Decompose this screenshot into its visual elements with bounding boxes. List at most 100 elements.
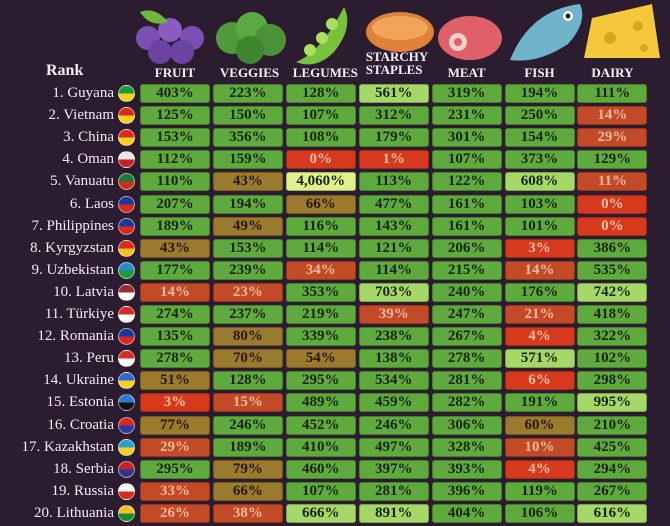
value-cell: 128% bbox=[285, 84, 356, 103]
value-cell: 459% bbox=[358, 393, 429, 413]
value-cell: 282% bbox=[431, 393, 502, 413]
value-cell: 0% bbox=[577, 216, 648, 236]
value-cell: 239% bbox=[212, 260, 283, 280]
value-cell: 49% bbox=[212, 216, 283, 236]
value-cell: 301% bbox=[431, 128, 502, 148]
value-cell: 246% bbox=[358, 415, 429, 435]
row-label: 18. Serbia bbox=[53, 460, 114, 477]
value-cell: 298% bbox=[577, 371, 648, 391]
value-cell: 114% bbox=[358, 260, 429, 280]
value-cell: 219% bbox=[285, 305, 356, 324]
value-cell: 742% bbox=[577, 282, 648, 302]
value-cell: 238% bbox=[358, 327, 429, 347]
value-cell: 666% bbox=[285, 503, 356, 523]
fish-icon bbox=[510, 4, 583, 61]
value-cell: 4% bbox=[504, 327, 575, 347]
value-cell: 189% bbox=[140, 216, 210, 236]
value-cell: 339% bbox=[285, 327, 356, 347]
value-cell: 54% bbox=[285, 349, 356, 369]
value-cell: 3% bbox=[504, 238, 575, 258]
value-cell: 33% bbox=[140, 481, 210, 501]
value-cell: 215% bbox=[431, 260, 502, 280]
value-cell: 112% bbox=[140, 150, 210, 170]
value-cell: 452% bbox=[285, 415, 356, 435]
flag-icon bbox=[118, 372, 135, 390]
value-cell: 4,060% bbox=[285, 172, 356, 192]
value-cell: 294% bbox=[577, 459, 648, 479]
value-cell: 328% bbox=[431, 437, 502, 457]
row-label: 8. Kyrgyzstan bbox=[30, 239, 114, 256]
value-cell: 210% bbox=[577, 415, 648, 435]
legumes-icon bbox=[296, 7, 348, 65]
value-cell: 29% bbox=[577, 128, 648, 148]
flag-icon bbox=[118, 85, 135, 102]
value-cell: 250% bbox=[504, 106, 575, 126]
value-cell: 14% bbox=[504, 260, 575, 280]
value-cell: 153% bbox=[140, 128, 210, 148]
row-label: 10. Latvia bbox=[53, 283, 114, 300]
value-cell: 281% bbox=[431, 371, 502, 391]
value-cell: 535% bbox=[577, 260, 648, 280]
value-cell: 51% bbox=[140, 371, 210, 391]
value-cell: 237% bbox=[212, 305, 283, 324]
value-cell: 21% bbox=[504, 305, 575, 324]
value-cell: 4% bbox=[504, 459, 575, 479]
value-cell: 353% bbox=[285, 282, 356, 302]
flag-icon bbox=[118, 394, 135, 412]
column-header: FISH bbox=[524, 65, 555, 80]
value-cell: 138% bbox=[358, 349, 429, 369]
value-cell: 14% bbox=[140, 282, 210, 302]
column-header: LEGUMES bbox=[292, 65, 358, 80]
row-label: 13. Peru bbox=[64, 350, 114, 367]
flag-icon bbox=[118, 482, 135, 500]
value-cell: 102% bbox=[577, 349, 648, 369]
value-cell: 223% bbox=[212, 84, 283, 103]
column-header: VEGGIES bbox=[219, 65, 280, 80]
value-cell: 177% bbox=[140, 260, 210, 280]
value-cell: 393% bbox=[431, 459, 502, 479]
value-cell: 176% bbox=[504, 282, 575, 302]
value-cell: 246% bbox=[212, 415, 283, 435]
flag-icon bbox=[118, 195, 135, 213]
value-cell: 11% bbox=[577, 172, 648, 192]
row-label: 7. Philippines bbox=[31, 217, 114, 234]
value-cell: 111% bbox=[577, 84, 648, 103]
value-cell: 489% bbox=[285, 393, 356, 413]
flag-icon bbox=[118, 173, 135, 191]
value-cell: 101% bbox=[504, 216, 575, 236]
flag-icon bbox=[118, 306, 135, 323]
value-cell: 995% bbox=[577, 393, 648, 413]
value-cell: 128% bbox=[212, 371, 283, 391]
row-label: 1. Guyana bbox=[52, 85, 114, 101]
value-cell: 79% bbox=[212, 459, 283, 479]
value-cell: 116% bbox=[285, 216, 356, 236]
value-cell: 121% bbox=[358, 238, 429, 258]
value-cell: 191% bbox=[504, 393, 575, 413]
flag-icon bbox=[118, 328, 135, 346]
value-cell: 154% bbox=[504, 128, 575, 148]
value-cell: 404% bbox=[431, 503, 502, 523]
value-cell: 312% bbox=[358, 106, 429, 126]
flag-icon bbox=[118, 438, 135, 456]
value-cell: 3% bbox=[140, 393, 210, 413]
flag-icon bbox=[118, 416, 135, 434]
value-cell: 278% bbox=[140, 349, 210, 369]
row-label: 17. Kazakhstan bbox=[21, 438, 114, 455]
value-cell: 43% bbox=[212, 172, 283, 192]
value-cell: 418% bbox=[577, 305, 648, 324]
value-cell: 66% bbox=[285, 194, 356, 214]
value-cell: 113% bbox=[358, 172, 429, 192]
value-cell: 60% bbox=[504, 415, 575, 435]
value-cell: 0% bbox=[285, 150, 356, 170]
value-cell: 891% bbox=[358, 503, 429, 523]
value-cell: 34% bbox=[285, 260, 356, 280]
value-cell: 122% bbox=[431, 172, 502, 192]
value-cell: 15% bbox=[212, 393, 283, 413]
value-cell: 403% bbox=[140, 84, 210, 103]
value-cell: 179% bbox=[358, 128, 429, 148]
value-cell: 322% bbox=[577, 327, 648, 347]
row-label: 6. Laos bbox=[69, 195, 114, 212]
row-label: 4. Oman bbox=[62, 151, 114, 168]
value-cell: 306% bbox=[431, 415, 502, 435]
flag-icon bbox=[118, 261, 135, 279]
